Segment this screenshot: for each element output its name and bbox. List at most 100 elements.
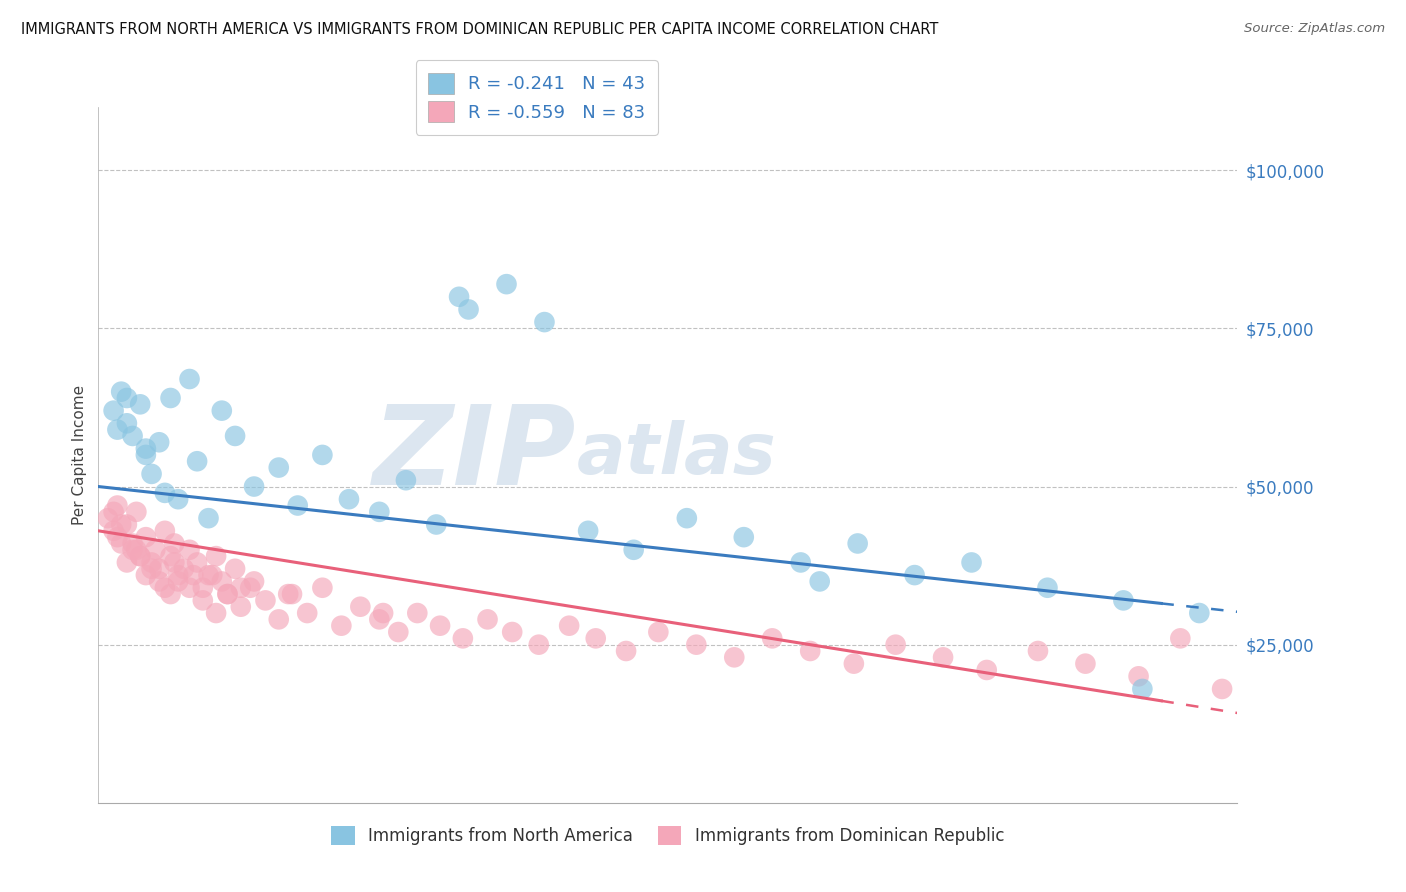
Point	[1128, 669, 1150, 683]
Point	[141, 467, 163, 481]
Point	[107, 530, 129, 544]
Point	[163, 536, 186, 550]
Point	[163, 556, 186, 570]
Point	[148, 562, 170, 576]
Point	[1026, 644, 1049, 658]
Point	[97, 511, 120, 525]
Point	[723, 650, 745, 665]
Point	[477, 612, 499, 626]
Point	[647, 625, 669, 640]
Point	[125, 542, 148, 557]
Point	[159, 391, 181, 405]
Point	[125, 505, 148, 519]
Point	[277, 587, 299, 601]
Point	[167, 568, 190, 582]
Point	[676, 511, 699, 525]
Point	[371, 606, 394, 620]
Point	[141, 562, 163, 576]
Point	[186, 454, 208, 468]
Point	[1170, 632, 1192, 646]
Text: Source: ZipAtlas.com: Source: ZipAtlas.com	[1244, 22, 1385, 36]
Point	[197, 511, 219, 525]
Point	[115, 556, 138, 570]
Point	[145, 542, 167, 557]
Point	[790, 556, 813, 570]
Point	[1211, 681, 1233, 696]
Point	[495, 277, 517, 292]
Point	[159, 587, 181, 601]
Point	[533, 315, 555, 329]
Point	[201, 568, 224, 582]
Point	[808, 574, 831, 589]
Point	[135, 568, 157, 582]
Point	[623, 542, 645, 557]
Point	[191, 593, 214, 607]
Point	[153, 524, 176, 538]
Point	[932, 650, 955, 665]
Point	[103, 505, 125, 519]
Legend: Immigrants from North America, Immigrants from Dominican Republic: Immigrants from North America, Immigrant…	[319, 814, 1017, 857]
Point	[239, 581, 262, 595]
Point	[107, 499, 129, 513]
Point	[167, 492, 190, 507]
Point	[115, 391, 138, 405]
Point	[311, 581, 333, 595]
Point	[211, 403, 233, 417]
Point	[254, 593, 277, 607]
Point	[976, 663, 998, 677]
Point	[395, 473, 418, 487]
Point	[186, 556, 208, 570]
Point	[501, 625, 523, 640]
Point	[135, 442, 157, 456]
Point	[224, 562, 246, 576]
Point	[103, 524, 125, 538]
Point	[1112, 593, 1135, 607]
Point	[115, 417, 138, 431]
Point	[129, 549, 152, 563]
Point	[121, 542, 143, 557]
Point	[297, 606, 319, 620]
Point	[846, 536, 869, 550]
Point	[1188, 606, 1211, 620]
Point	[457, 302, 479, 317]
Point	[107, 423, 129, 437]
Point	[243, 479, 266, 493]
Point	[224, 429, 246, 443]
Point	[135, 448, 157, 462]
Point	[337, 492, 360, 507]
Point	[558, 618, 581, 632]
Point	[229, 599, 252, 614]
Point	[449, 290, 471, 304]
Point	[197, 568, 219, 582]
Point	[205, 606, 228, 620]
Point	[527, 638, 550, 652]
Point	[129, 549, 152, 563]
Point	[173, 562, 195, 576]
Point	[217, 587, 239, 601]
Point	[148, 574, 170, 589]
Point	[267, 612, 290, 626]
Point	[960, 556, 983, 570]
Point	[451, 632, 474, 646]
Point	[153, 486, 176, 500]
Point	[121, 536, 143, 550]
Point	[148, 435, 170, 450]
Point	[159, 549, 181, 563]
Point	[243, 574, 266, 589]
Point	[884, 638, 907, 652]
Point	[311, 448, 333, 462]
Point	[110, 536, 132, 550]
Point	[135, 530, 157, 544]
Text: ZIP: ZIP	[373, 401, 576, 508]
Point	[685, 638, 707, 652]
Point	[129, 397, 152, 411]
Point	[576, 524, 599, 538]
Point	[179, 372, 201, 386]
Point	[330, 618, 353, 632]
Text: atlas: atlas	[576, 420, 776, 490]
Point	[349, 599, 371, 614]
Point	[406, 606, 429, 620]
Point	[179, 542, 201, 557]
Point	[267, 460, 290, 475]
Point	[1074, 657, 1097, 671]
